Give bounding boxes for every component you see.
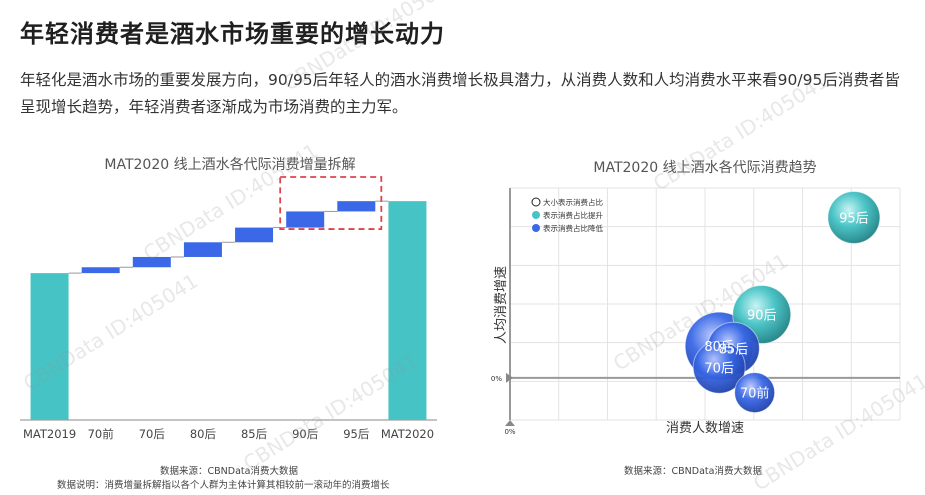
waterfall-tick-label: 90后 [292,427,318,441]
legend-swatch-size [531,197,541,207]
bubble-70后 [692,340,746,394]
waterfall-tick-label: 95后 [343,427,369,441]
page-intro: 年轻化是酒水市场的重要发展方向，90/95后年轻人的酒水消费增长极具潜力，从消费… [20,71,900,116]
waterfall-chart-title: MAT2020 线上酒水各代际消费增量拆解 [104,157,356,173]
waterfall-highlight-box [279,176,383,230]
waterfall-tick-label: MAT2019 [23,427,76,441]
legend-label: 表示消费占比降低 [543,223,603,233]
bubble-axis-arrow [505,420,515,426]
page-title: 年轻消费者是酒水市场重要的增长动力 [20,20,445,48]
waterfall-tick-label: 85后 [241,427,267,441]
waterfall-bar-MAT2020 [388,201,427,420]
waterfall-tick-label: MAT2020 [381,427,434,441]
bubble-label: 85后 [719,342,749,357]
bubble-label: 70后 [704,361,734,376]
bubble-origin-x-label: 0% [504,428,515,436]
bubble-label: 80后 [704,340,734,355]
waterfall-tick-label: 80后 [190,427,216,441]
bubble-label: 70前 [740,386,770,402]
waterfall-bar-80后 [183,242,222,257]
waterfall-bar-90后 [286,211,325,228]
waterfall-note: 数据说明：消费增量拆解指以各个人群为主体计算其相较前一滚动年的消费增长 [57,480,390,491]
waterfall-tick-label: 70后 [139,427,165,441]
bubble-label: 95后 [839,212,869,227]
bubble-x-axis-label: 消费人数增速 [666,421,744,436]
legend-swatch-up [532,211,540,219]
waterfall-bar-85后 [235,227,274,243]
bubble-label: 90后 [747,309,777,324]
bubble-axis-arrow [506,372,513,383]
waterfall-tick-label: 70前 [88,427,114,441]
waterfall-bar-70前 [81,267,120,274]
waterfall-bar-70后 [132,256,171,268]
waterfall-bar-95后 [337,201,376,212]
waterfall-source: 数据来源：CBNData消费大数据 [160,466,298,477]
bubble-chart-title: MAT2020 线上酒水各代际消费趋势 [593,160,817,176]
bubble-origin-y-label: 0% [491,375,502,383]
bubble-70前 [734,372,776,414]
legend-label: 表示消费占比提升 [543,210,603,220]
bubble-y-axis-label: 人均消费增速 [494,266,509,344]
waterfall-bar-MAT2019 [30,273,69,420]
legend-swatch-down [532,224,540,232]
bubble-95后 [827,191,881,245]
legend-label: 大小表示消费占比 [543,197,603,207]
bubble-source: 数据来源：CBNData消费大数据 [624,466,762,477]
